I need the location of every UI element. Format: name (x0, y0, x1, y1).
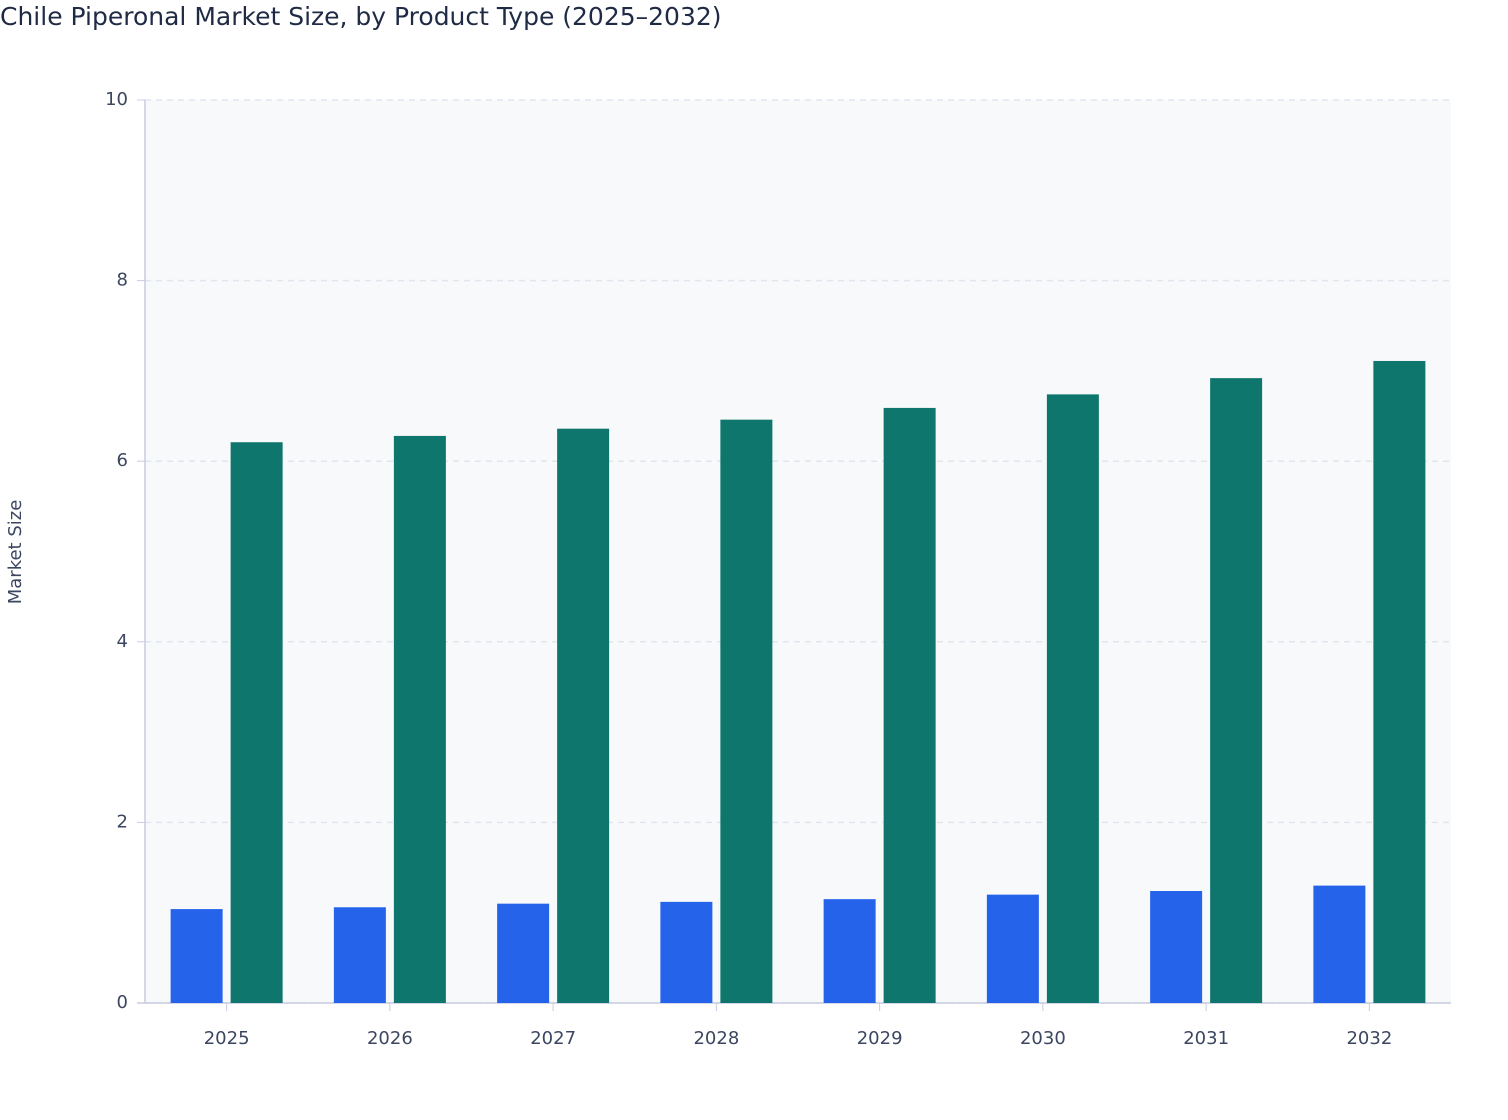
x-tick-label: 2029 (857, 1028, 903, 1049)
bar (497, 903, 550, 1003)
y-tick-label: 4 (117, 631, 128, 652)
bar (1313, 885, 1366, 1003)
y-tick-label: 8 (117, 270, 128, 291)
bar (333, 907, 386, 1003)
x-tick-label: 2026 (367, 1028, 413, 1049)
bar (1150, 891, 1203, 1003)
y-tick-label: 2 (117, 811, 128, 832)
x-tick-label: 2030 (1020, 1028, 1066, 1049)
bar (986, 894, 1039, 1003)
chart-title: Chile Piperonal Market Size, by Product … (0, 2, 722, 31)
bar (1210, 378, 1263, 1003)
x-tick-label: 2027 (530, 1028, 576, 1049)
y-tick-label: 6 (117, 450, 128, 471)
x-tick-label: 2028 (693, 1028, 739, 1049)
x-tick-label: 2025 (204, 1028, 250, 1049)
y-axis-label: Market Size (5, 500, 26, 605)
bar (823, 899, 876, 1003)
bar (883, 407, 936, 1004)
bar (170, 909, 223, 1003)
x-tick-label: 2032 (1346, 1028, 1392, 1049)
bar (1373, 360, 1426, 1003)
bar (1046, 394, 1099, 1003)
x-tick-label: 2031 (1183, 1028, 1229, 1049)
y-tick-label: 0 (117, 992, 128, 1013)
bar (230, 442, 283, 1003)
bar (393, 435, 446, 1003)
y-tick-label: 10 (105, 89, 128, 110)
bar (720, 419, 773, 1003)
bar (660, 901, 713, 1003)
bar (557, 428, 610, 1003)
